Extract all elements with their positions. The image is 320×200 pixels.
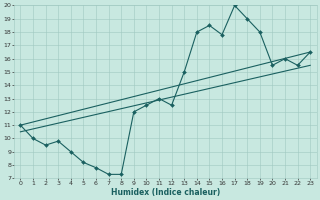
X-axis label: Humidex (Indice chaleur): Humidex (Indice chaleur) (111, 188, 220, 197)
